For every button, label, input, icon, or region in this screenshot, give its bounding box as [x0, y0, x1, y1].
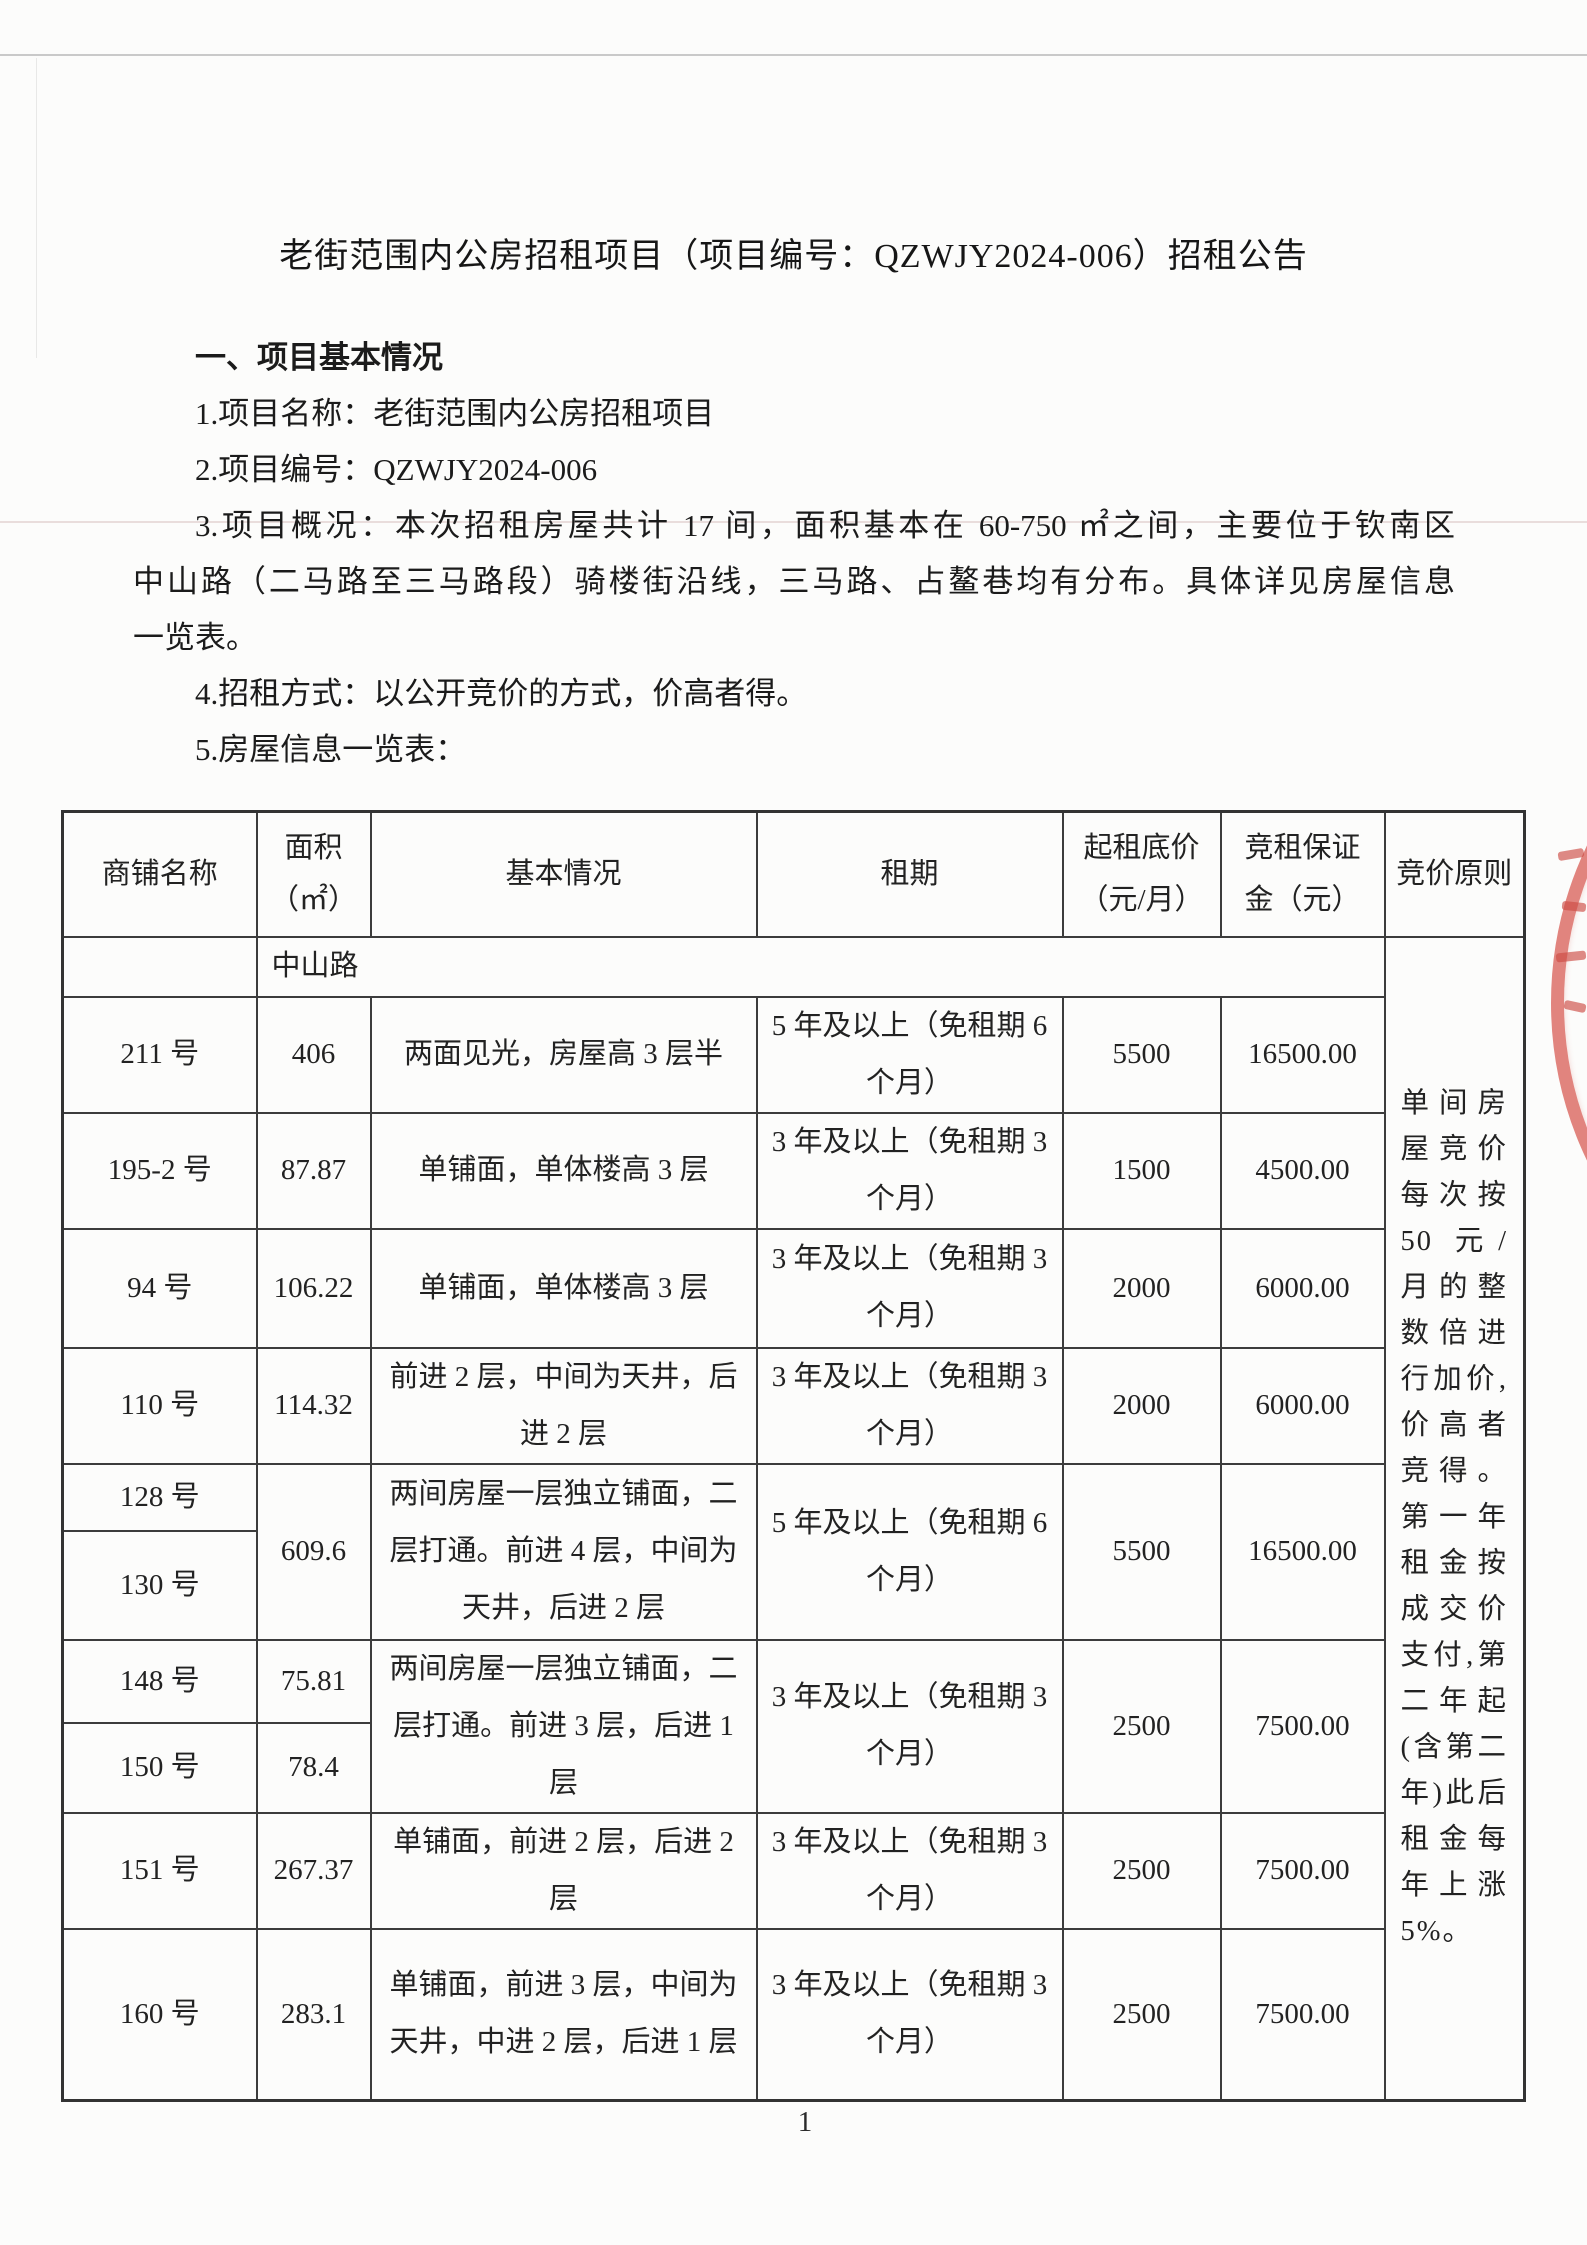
- cell-basic-info: 两间房屋一层独立铺面，二层打通。前进 4 层，中间为天井，后进 2 层: [369, 1462, 758, 1641]
- col-header-bid-deposit: 竞租保证 金（元）: [1219, 810, 1386, 938]
- cell-starting-price: 2500: [1061, 1638, 1222, 1814]
- item-project-overview-line1: 3.项目概况：本次招租房屋共计 17 间，面积基本在 60-750 ㎡之间，主要…: [195, 508, 1455, 543]
- scan-artifact-line-top: [0, 54, 1587, 56]
- page-number: 1: [797, 2106, 813, 2138]
- cell-starting-price: 2500: [1061, 1927, 1222, 2102]
- item-project-number: 2.项目编号：QZWJY2024-006: [195, 452, 598, 487]
- cell-lease-term: 5 年及以上（免租期 6 个月）: [755, 995, 1064, 1114]
- cell-shop-name: 110 号: [61, 1346, 258, 1465]
- cell-basic-info: 两间房屋一层独立铺面，二层打通。前进 3 层，后进 1 层: [369, 1638, 758, 1814]
- group-row-zhongshan-road: 中山路 单间房屋竞价每次按 50 元/月的整数倍进行加价,价高者竞得。第一年租金…: [61, 935, 1526, 2102]
- cell-area: 406: [255, 995, 372, 1114]
- cell-starting-price: 2500: [1061, 1811, 1222, 1930]
- cell-basic-info: 单铺面，单体楼高 3 层: [369, 1227, 758, 1349]
- item-housing-info-label: 5.房屋信息一览表：: [195, 732, 467, 767]
- cell-deposit: 6000.00: [1219, 1227, 1386, 1349]
- seal-text-fragment: [1561, 900, 1587, 913]
- cell-lease-term: 5 年及以上（免租期 6 个月）: [755, 1462, 1064, 1641]
- bidding-principle-cell: 单间房屋竞价每次按 50 元/月的整数倍进行加价,价高者竞得。第一年租金按成交价…: [1383, 935, 1526, 2102]
- table-row: 94 号 106.22 单铺面，单体楼高 3 层 3 年及以上（免租期 3 个月…: [61, 1227, 1525, 1349]
- cell-empty: [61, 935, 258, 998]
- col-header-bidding-principle: 竞价原则: [1383, 810, 1526, 938]
- cell-deposit: 7500.00: [1219, 1638, 1386, 1814]
- table-row: 160 号 283.1 单铺面，前进 3 层，中间为天井，中进 2 层，后进 1…: [61, 1927, 1525, 2102]
- col-header-shop-name: 商铺名称: [61, 810, 258, 938]
- cell-area: 114.32: [255, 1346, 372, 1465]
- cell-deposit: 7500.00: [1219, 1811, 1386, 1930]
- cell-area: 106.22: [255, 1227, 372, 1349]
- seal-ring-icon: [1551, 640, 1587, 1366]
- item-rental-method: 4.招租方式：以公开竞价的方式，价高者得。: [195, 676, 808, 711]
- cell-basic-info: 单铺面，单体楼高 3 层: [369, 1111, 758, 1230]
- table-row: 150 号 78.4: [61, 1722, 1525, 1814]
- seal-text-fragment: [1557, 847, 1585, 862]
- cell-area: 267.37: [255, 1811, 372, 1930]
- cell-starting-price: 5500: [1061, 1462, 1222, 1641]
- table-row: 211 号 406 两面见光，房屋高 3 层半 5 年及以上（免租期 6 个月）…: [61, 995, 1525, 1114]
- col-header-basic-info: 基本情况: [369, 810, 758, 938]
- cell-basic-info: 两面见光，房屋高 3 层半: [369, 995, 758, 1114]
- cell-basic-info: 前进 2 层，中间为天井，后进 2 层: [369, 1346, 758, 1465]
- table-header-row: 商铺名称 面积 （㎡） 基本情况 租期 起租底价 （元/月） 竞租保证 金（元）…: [61, 810, 1526, 938]
- col-header-starting-price: 起租底价 （元/月）: [1061, 810, 1222, 938]
- item-project-overview-line2: 中山路（二马路至三马路段）骑楼街沿线，三马路、占鳌巷均有分布。具体详见房屋信息: [133, 564, 1455, 599]
- table-row: 148 号 75.81 两间房屋一层独立铺面，二层打通。前进 3 层，后进 1 …: [61, 1638, 1525, 1814]
- cell-shop-name: 148 号: [61, 1638, 258, 1725]
- cell-shop-name: 130 号: [61, 1529, 258, 1641]
- document-title: 老街范围内公房招租项目（项目编号：QZWJY2024-006）招租公告: [279, 238, 1308, 275]
- document-body: 一、项目基本情况 1.项目名称：老街范围内公房招租项目 2.项目编号：QZWJY…: [133, 330, 1455, 778]
- table-row: 110 号 114.32 前进 2 层，中间为天井，后进 2 层 3 年及以上（…: [61, 1346, 1525, 1465]
- cell-basic-info: 单铺面，前进 2 层，后进 2 层: [369, 1811, 758, 1930]
- cell-lease-term: 3 年及以上（免租期 3 个月）: [755, 1811, 1064, 1930]
- cell-area: 283.1: [255, 1927, 372, 2102]
- cell-deposit: 6000.00: [1219, 1346, 1386, 1465]
- scan-artifact-line-left: [36, 58, 37, 358]
- col-header-lease-term: 租期: [755, 810, 1064, 938]
- table-row: 128 号 609.6 两间房屋一层独立铺面，二层打通。前进 4 层，中间为天井…: [61, 1462, 1525, 1641]
- cell-lease-term: 3 年及以上（免租期 3 个月）: [755, 1927, 1064, 2102]
- table-row: 195-2 号 87.87 单铺面，单体楼高 3 层 3 年及以上（免租期 3 …: [61, 1111, 1525, 1230]
- cell-basic-info: 单铺面，前进 3 层，中间为天井，中进 2 层，后进 1 层: [369, 1927, 758, 2102]
- cell-shop-name: 128 号: [61, 1462, 258, 1532]
- cell-area: 87.87: [255, 1111, 372, 1230]
- table-row: 130 号: [61, 1529, 1525, 1641]
- cell-deposit: 16500.00: [1219, 995, 1386, 1114]
- cell-deposit: 4500.00: [1219, 1111, 1386, 1230]
- cell-area: 78.4: [255, 1722, 372, 1814]
- cell-lease-term: 3 年及以上（免租期 3 个月）: [755, 1111, 1064, 1230]
- cell-shop-name: 211 号: [61, 995, 258, 1114]
- seal-text-fragment: [1563, 999, 1587, 1014]
- cell-starting-price: 2000: [1061, 1227, 1222, 1349]
- cell-shop-name: 150 号: [61, 1722, 258, 1814]
- cell-starting-price: 5500: [1061, 995, 1222, 1114]
- col-header-area: 面积 （㎡）: [255, 810, 372, 938]
- cell-lease-term: 3 年及以上（免租期 3 个月）: [755, 1346, 1064, 1465]
- section-heading: 一、项目基本情况: [195, 340, 443, 375]
- housing-info-table: 商铺名称 面积 （㎡） 基本情况 租期 起租底价 （元/月） 竞租保证 金（元）…: [61, 810, 1526, 2102]
- item-project-name: 1.项目名称：老街范围内公房招租项目: [195, 396, 715, 431]
- cell-starting-price: 2000: [1061, 1346, 1222, 1465]
- item-project-overview-line3: 一览表。: [133, 620, 257, 655]
- cell-starting-price: 1500: [1061, 1111, 1222, 1230]
- cell-deposit: 16500.00: [1219, 1462, 1386, 1641]
- seal-text-fragment: [1555, 950, 1587, 963]
- group-label: 中山路: [255, 935, 1386, 998]
- cell-shop-name: 151 号: [61, 1811, 258, 1930]
- cell-lease-term: 3 年及以上（免租期 3 个月）: [755, 1227, 1064, 1349]
- cell-shop-name: 160 号: [61, 1927, 258, 2102]
- cell-shop-name: 94 号: [61, 1227, 258, 1349]
- table-row: 151 号 267.37 单铺面，前进 2 层，后进 2 层 3 年及以上（免租…: [61, 1811, 1525, 1930]
- cell-shop-name: 195-2 号: [61, 1111, 258, 1230]
- cell-area: 609.6: [255, 1462, 372, 1641]
- cell-deposit: 7500.00: [1219, 1927, 1386, 2102]
- cell-area: 75.81: [255, 1638, 372, 1725]
- cell-lease-term: 3 年及以上（免租期 3 个月）: [755, 1638, 1064, 1814]
